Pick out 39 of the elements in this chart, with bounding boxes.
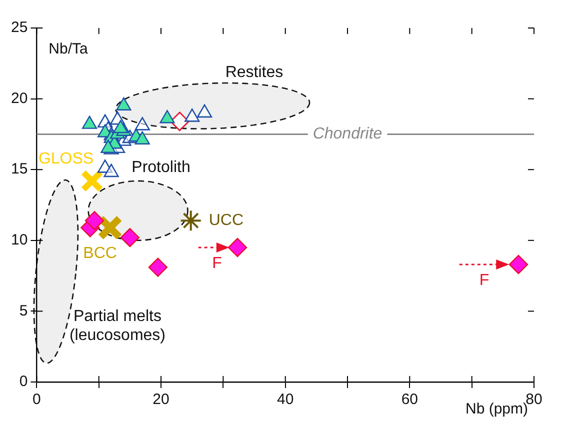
point: [116, 97, 132, 110]
y-tick-label: 5: [19, 302, 28, 320]
point: [113, 120, 128, 134]
annotation: Restites: [224, 63, 284, 82]
annotation: F: [478, 271, 490, 290]
series-label: BCC: [83, 245, 117, 262]
point: [508, 254, 528, 274]
point: [134, 131, 150, 144]
y-axis-title: Nb/Ta: [48, 40, 89, 58]
x-tick-label: 20: [152, 391, 170, 408]
point: [82, 116, 98, 129]
x-tick-label: 60: [401, 391, 418, 408]
annotation: Protolith: [130, 158, 192, 178]
point: [184, 108, 200, 122]
x-tick-label: 80: [526, 391, 542, 408]
point: [120, 228, 140, 248]
point: [104, 164, 119, 178]
y-tick-label: 25: [10, 19, 28, 36]
point: [148, 258, 168, 277]
y-tick-label: 15: [10, 160, 28, 178]
point: [228, 238, 248, 258]
annotation: Partial melts (leucosomes): [68, 306, 166, 345]
y-tick-label: 0: [19, 373, 28, 390]
series-label: UCC: [208, 212, 244, 229]
point: [80, 169, 104, 192]
point: [134, 117, 150, 130]
x-tick-label: 40: [277, 391, 294, 408]
point: [84, 210, 104, 230]
point: [97, 214, 123, 240]
point: [160, 110, 175, 124]
point: [196, 104, 212, 118]
y-tick-label: 10: [10, 232, 28, 249]
point: [100, 140, 116, 153]
point: [180, 210, 202, 232]
annotation: F: [211, 254, 223, 274]
y-tick-label: 20: [10, 90, 28, 107]
series-label: GLOSS: [38, 150, 94, 168]
ref-line-label: Chondrite: [312, 126, 382, 143]
x-tick-label: 0: [32, 391, 41, 408]
